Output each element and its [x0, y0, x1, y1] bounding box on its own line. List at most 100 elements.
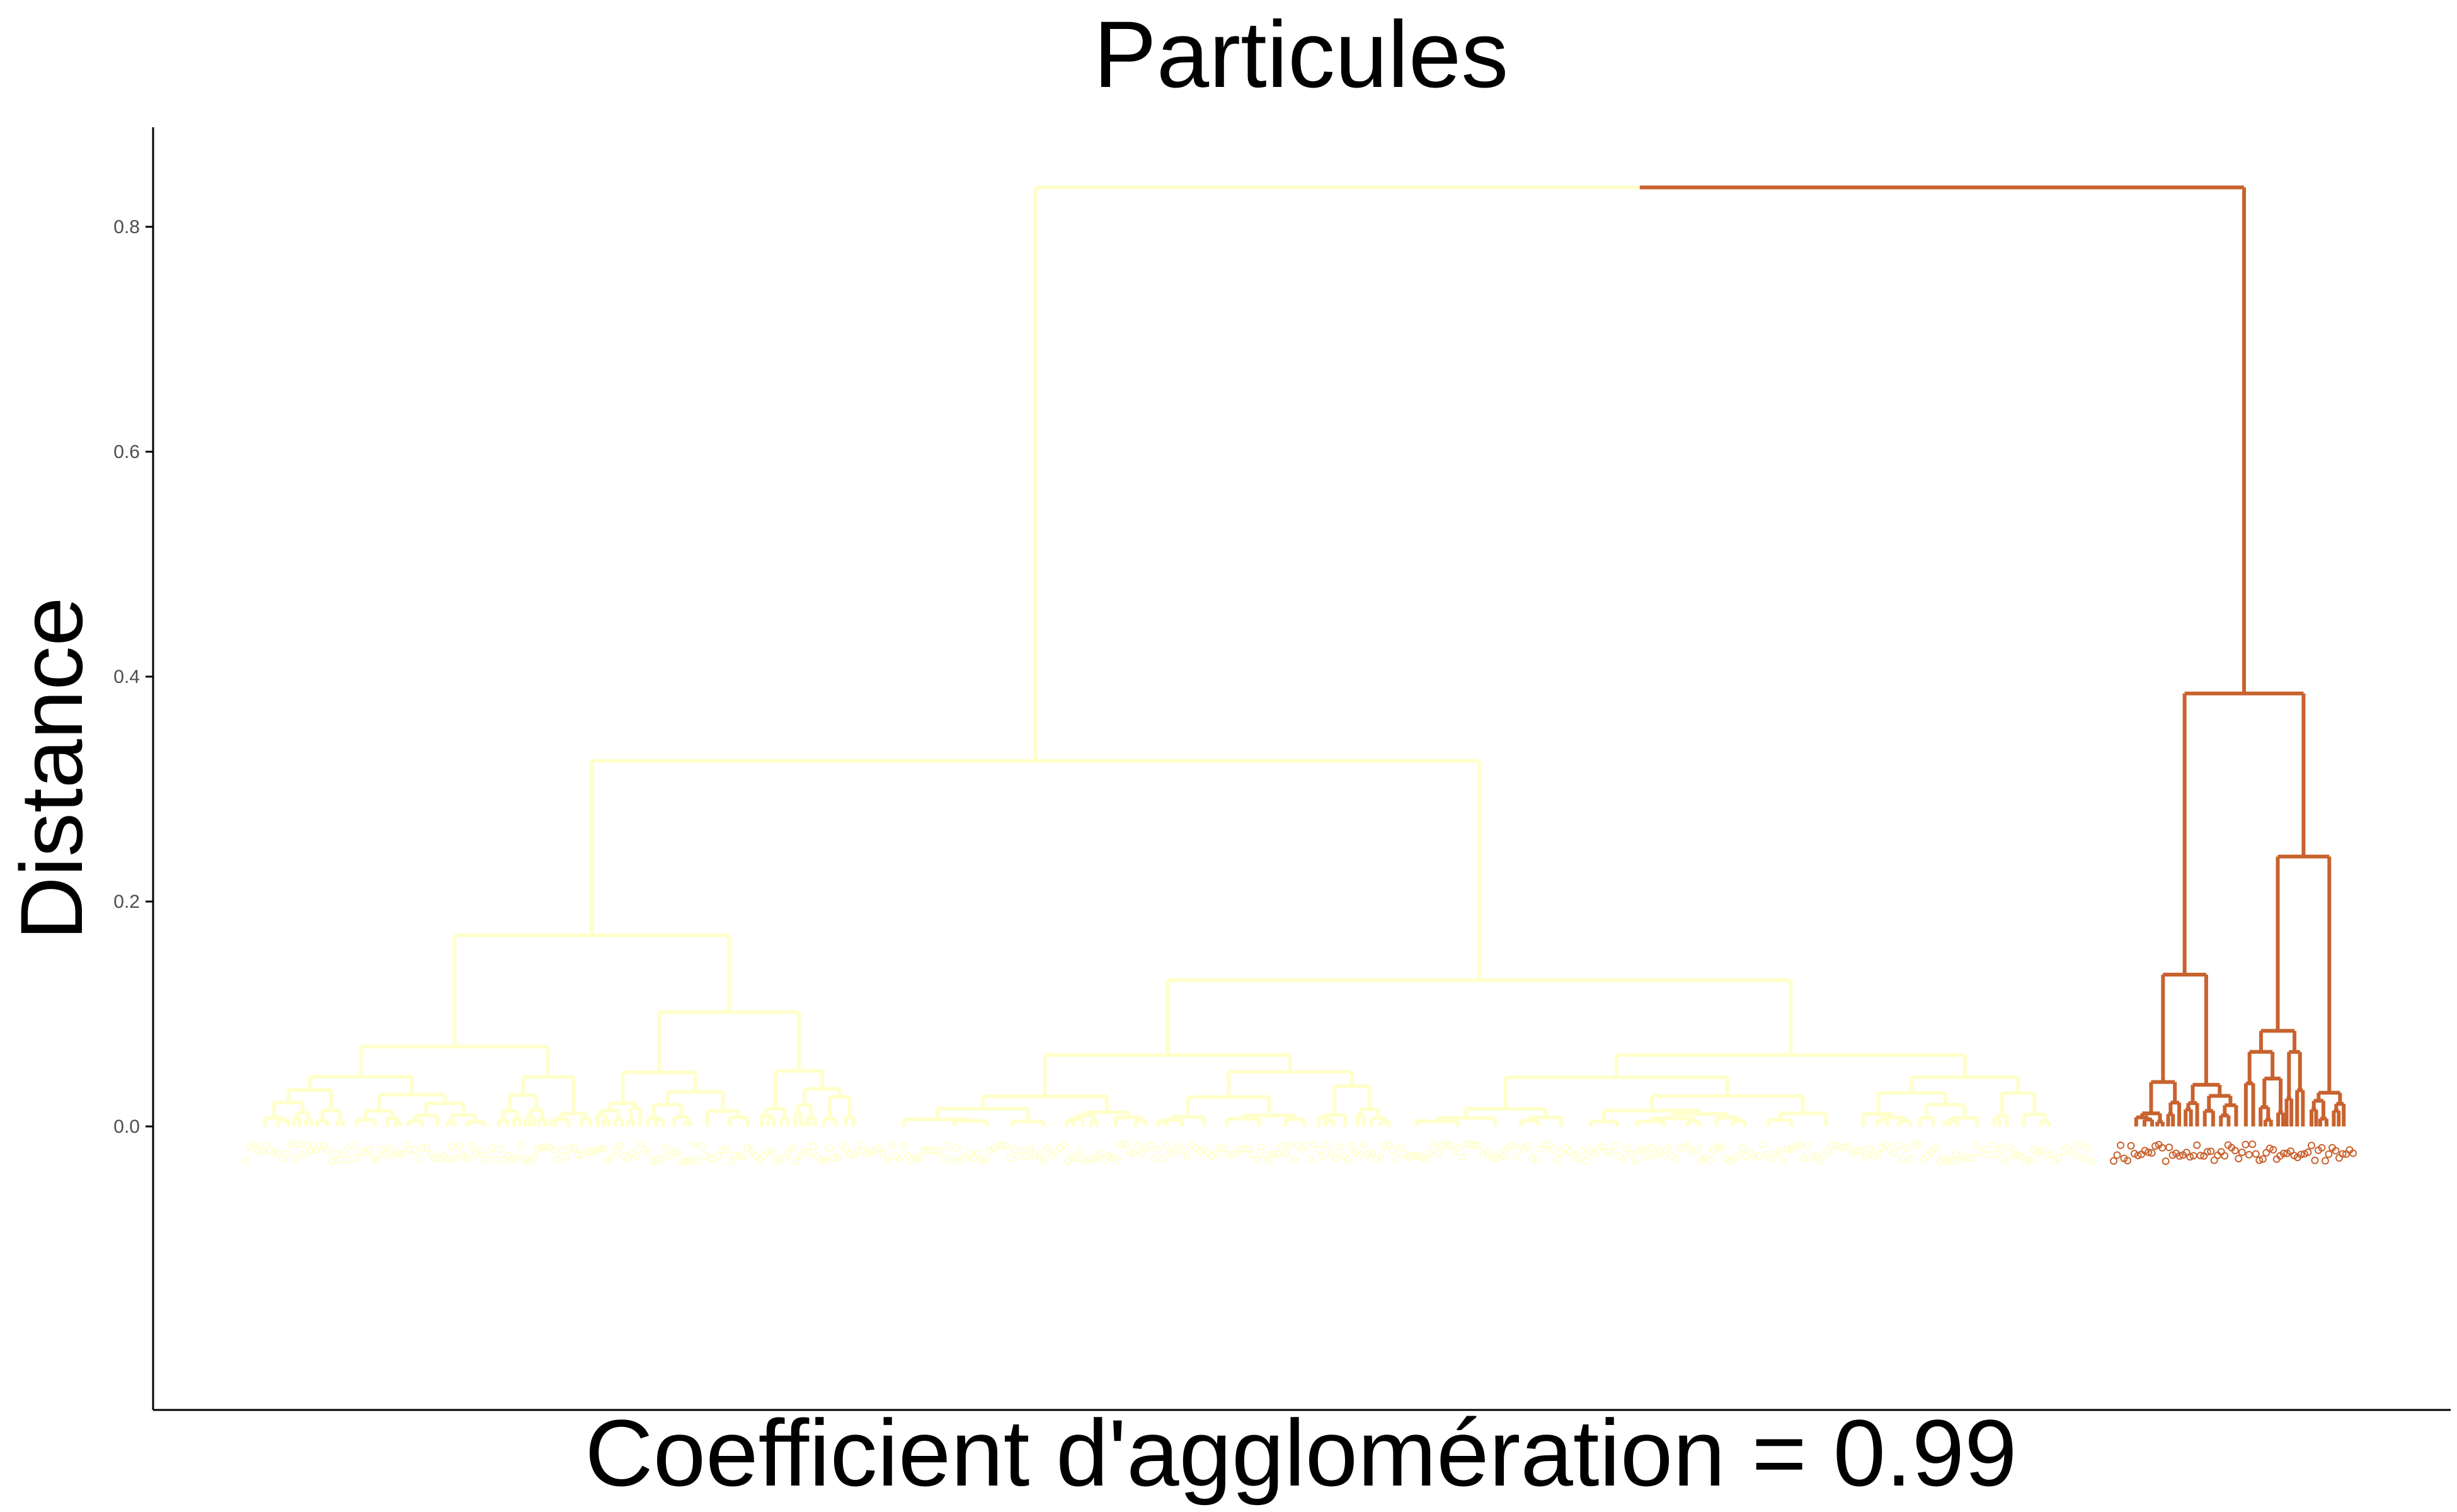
leaf-marker — [1973, 1141, 1981, 1149]
leaf-marker — [2148, 1149, 2156, 1157]
leaf-marker — [1865, 1145, 1874, 1153]
leaf-marker — [275, 1150, 283, 1158]
leaf-marker — [587, 1148, 595, 1156]
leaf-marker — [1200, 1145, 1208, 1153]
y-tick-label: 0.4 — [113, 667, 140, 687]
leaf-marker — [2321, 1157, 2329, 1165]
leaf-marker — [1976, 1149, 1984, 1157]
leaf-marker — [525, 1157, 534, 1166]
leaf-marker — [1681, 1143, 1688, 1151]
leaf-marker — [2038, 1147, 2046, 1155]
leaf-marker — [2165, 1143, 2174, 1152]
leaf-marker — [936, 1147, 944, 1155]
leaf-marker — [1109, 1154, 1117, 1162]
leaf-marker — [941, 1155, 949, 1163]
leaf-marker — [817, 1156, 825, 1164]
leaf-marker — [1405, 1153, 1413, 1161]
leaf-marker — [1619, 1156, 1627, 1164]
leaf-marker — [1738, 1144, 1746, 1152]
leaf-marker — [698, 1142, 706, 1150]
leaf-marker — [2186, 1153, 2194, 1161]
leaf-marker — [1759, 1140, 1767, 1148]
leaf-marker — [2042, 1151, 2051, 1159]
leaf-marker — [2018, 1152, 2026, 1160]
leaf-marker — [377, 1145, 386, 1154]
leaf-marker — [1824, 1147, 1833, 1155]
leaf-marker — [2046, 1150, 2054, 1159]
leaf-marker — [2005, 1143, 2013, 1151]
leaf-marker — [780, 1153, 788, 1161]
leaf-marker — [1377, 1153, 1385, 1161]
leaf-marker — [443, 1155, 451, 1163]
leaf-marker — [1874, 1150, 1882, 1159]
leaf-marker — [1011, 1145, 1019, 1154]
leaf-marker — [1557, 1148, 1566, 1157]
leaf-marker — [2269, 1146, 2277, 1154]
leaf-marker — [858, 1142, 866, 1150]
leaf-marker — [1043, 1144, 1051, 1152]
leaf-marker — [1450, 1148, 1458, 1157]
leaf-marker — [1676, 1143, 1685, 1152]
leaf-marker — [970, 1154, 977, 1162]
leaf-marker — [1240, 1145, 1249, 1153]
leaf-marker — [1175, 1143, 1183, 1151]
leaf-marker — [1746, 1148, 1755, 1156]
leaf-marker — [484, 1151, 492, 1159]
leaf-marker — [250, 1140, 258, 1148]
leaf-marker — [1134, 1141, 1142, 1149]
leaf-marker — [649, 1157, 656, 1166]
leaf-marker — [1496, 1148, 1504, 1157]
leaf-marker — [493, 1155, 501, 1164]
leaf-marker — [2235, 1155, 2243, 1163]
leaf-marker — [978, 1157, 986, 1166]
leaf-marker — [480, 1155, 488, 1164]
leaf-marker — [895, 1155, 903, 1163]
leaf-marker — [2117, 1141, 2124, 1149]
leaf-marker — [830, 1154, 838, 1162]
leaf-marker — [1705, 1156, 1714, 1164]
leaf-marker — [2255, 1156, 2264, 1164]
leaf-marker — [1253, 1155, 1261, 1164]
leaf-marker — [563, 1152, 570, 1160]
leaf-marker — [2349, 1149, 2357, 1157]
leaf-marker — [874, 1143, 883, 1152]
leaf-marker — [1113, 1156, 1121, 1164]
leaf-marker — [949, 1156, 957, 1164]
leaf-marker — [316, 1142, 324, 1149]
leaf-marker — [2248, 1140, 2257, 1148]
leaf-marker — [1808, 1154, 1816, 1162]
leaf-marker — [2145, 1148, 2153, 1156]
leaf-marker — [1968, 1154, 1976, 1162]
leaf-marker — [1458, 1153, 1467, 1161]
leaf-marker — [1623, 1145, 1631, 1152]
leaf-marker — [299, 1150, 307, 1159]
leaf-marker — [1159, 1155, 1167, 1163]
leaf-marker — [1265, 1157, 1273, 1165]
leaf-marker — [657, 1154, 665, 1162]
leaf-marker — [1997, 1145, 2005, 1153]
leaf-marker — [2259, 1155, 2267, 1163]
leaf-marker — [1187, 1140, 1195, 1148]
leaf-marker — [1257, 1143, 1265, 1151]
leaf-marker — [2196, 1152, 2204, 1160]
leaf-marker — [1150, 1154, 1159, 1162]
leaf-marker — [2265, 1144, 2274, 1152]
leaf-marker — [788, 1143, 796, 1151]
leaf-marker — [900, 1142, 908, 1150]
leaf-marker — [558, 1146, 566, 1154]
leaf-marker — [1566, 1147, 1574, 1155]
leaf-marker — [1343, 1156, 1351, 1164]
leaf-marker — [1553, 1156, 1561, 1164]
leaf-marker — [2238, 1148, 2246, 1157]
leaf-marker — [1763, 1150, 1771, 1159]
leaf-marker — [1833, 1142, 1841, 1150]
leaf-marker — [402, 1140, 410, 1148]
leaf-marker — [883, 1156, 891, 1164]
leaf-marker — [644, 1148, 653, 1157]
leaf-marker — [336, 1155, 345, 1164]
leaf-marker — [1068, 1153, 1076, 1161]
leaf-marker — [427, 1150, 435, 1158]
leaf-marker — [1652, 1150, 1660, 1159]
leaf-marker — [575, 1151, 583, 1159]
